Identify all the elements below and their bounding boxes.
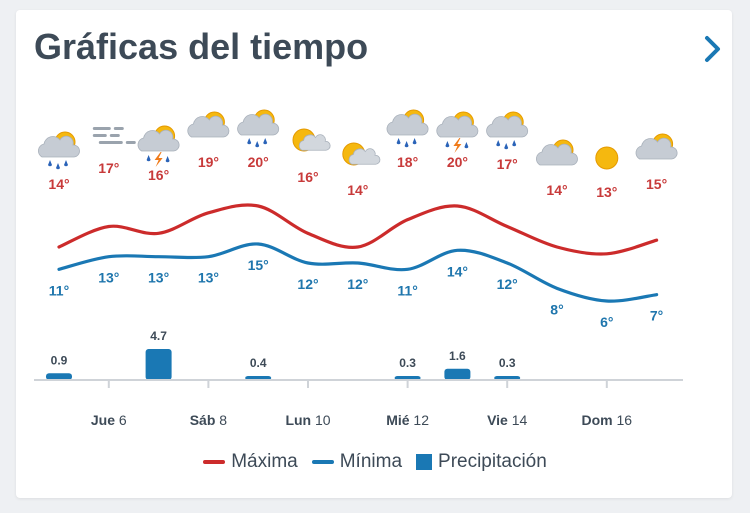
fog-icon — [92, 127, 136, 144]
partly-cloudy-icon — [342, 142, 381, 166]
min-temp-label: 13° — [148, 270, 169, 286]
page-title: Gráficas del tiempo — [34, 26, 369, 67]
max-temp-label: 14° — [48, 176, 69, 192]
min-temp-label: 15° — [248, 257, 269, 273]
min-temp-label: 6° — [600, 314, 613, 330]
chevron-right-icon[interactable] — [700, 34, 726, 64]
min-temp-label: 7° — [650, 308, 663, 324]
sun-icon — [595, 146, 619, 170]
cloudy-sun-icon — [536, 139, 578, 166]
max-temp-label: 16° — [148, 167, 169, 183]
min-temp-line — [57, 242, 659, 303]
min-temp-label: 11° — [397, 282, 417, 298]
min-temp-label: 13° — [98, 270, 119, 286]
x-tick-label: Sáb 8 — [190, 412, 228, 428]
precip-value-label: 0.9 — [51, 353, 68, 367]
precip-value-label: 0.4 — [250, 356, 267, 370]
thunderstorm-sun-icon — [436, 111, 479, 153]
precip-value-label: 1.6 — [449, 349, 466, 363]
x-tick-label: Mié 12 — [386, 412, 429, 428]
partly-cloudy-icon — [292, 128, 331, 152]
max-temp-label: 14° — [347, 182, 368, 198]
max-temp-label: 15° — [646, 176, 667, 192]
precip-value-label: 0.3 — [399, 356, 416, 370]
max-temp-label: 16° — [297, 169, 318, 185]
max-temp-label: 17° — [497, 156, 518, 172]
x-tick-label: Jue 6 — [91, 412, 127, 428]
legend-swatch-precip — [416, 454, 433, 470]
chart-legend: Máxima Mínima Precipitación — [0, 451, 750, 473]
max-temp-label: 20° — [447, 154, 468, 170]
min-temp-label: 12° — [297, 276, 318, 292]
precip-value-label: 0.3 — [499, 356, 516, 370]
x-tick-label: Lun 10 — [285, 412, 330, 428]
legend-swatch-min — [311, 460, 334, 464]
cloudy-sun-icon — [635, 133, 678, 160]
max-temp-label: 13° — [596, 184, 617, 200]
min-temp-label: 12° — [497, 276, 518, 292]
legend-label-min: Mínima — [339, 451, 403, 472]
legend-item-precip: Precipitación — [416, 451, 547, 473]
thunderstorm-sun-icon — [137, 125, 180, 167]
legend-swatch-max — [203, 460, 226, 464]
max-temp-label: 18° — [397, 154, 418, 170]
max-temp-label: 17° — [98, 160, 119, 176]
max-temp-line — [57, 203, 659, 256]
min-temp-label: 8° — [550, 301, 563, 317]
min-temp-label: 13° — [198, 270, 219, 286]
min-temp-label: 11° — [49, 282, 69, 298]
rain-sun-icon — [486, 111, 529, 150]
x-tick-label: Dom 16 — [582, 412, 633, 428]
precip-value-label: 4.7 — [150, 329, 167, 343]
max-temp-label: 20° — [248, 154, 269, 170]
rain-sun-icon — [38, 131, 80, 170]
rain-sun-icon — [237, 109, 280, 148]
precip-bar — [46, 373, 72, 380]
max-temp-label: 19° — [198, 154, 219, 170]
legend-label-precip: Precipitación — [438, 451, 547, 472]
legend-item-min: Mínima — [311, 451, 403, 473]
min-temp-label: 12° — [347, 276, 368, 292]
min-temp-label: 14° — [447, 263, 468, 279]
precip-bar — [145, 349, 172, 380]
precip-bar — [444, 368, 471, 380]
legend-item-max: Máxima — [203, 451, 298, 473]
x-tick-label: Vie 14 — [487, 412, 527, 428]
cloudy-sun-icon — [187, 111, 230, 138]
rain-sun-icon — [386, 109, 429, 148]
legend-label-max: Máxima — [231, 451, 298, 472]
max-temp-label: 14° — [546, 182, 567, 198]
